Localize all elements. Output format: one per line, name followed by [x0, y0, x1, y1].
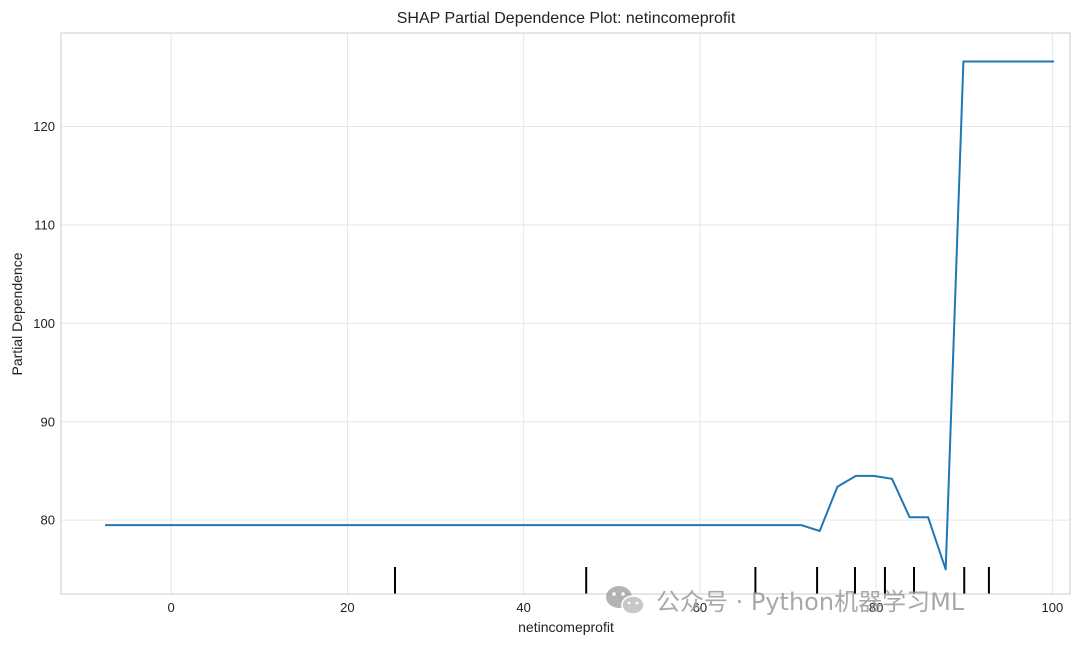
watermark: 公众号 · Python机器学习ML: [606, 586, 965, 616]
x-tick-label: 20: [340, 600, 354, 615]
y-tick-label: 110: [34, 217, 55, 232]
series-line: [105, 60, 1055, 571]
y-tick-label: 100: [33, 316, 55, 331]
chart-title: SHAP Partial Dependence Plot: netincomep…: [397, 10, 736, 27]
watermark-text: 公众号 · Python机器学习ML: [656, 588, 965, 616]
x-tick-label: 80: [869, 600, 883, 615]
y-tick-label: 90: [41, 414, 55, 429]
y-axis-label: Partial Dependence: [9, 252, 25, 375]
y-tick-label: 120: [33, 119, 55, 134]
plot-frame: [60, 32, 1071, 595]
wechat-icon: [606, 586, 645, 615]
y-axis: 80 90 100 110 120: [33, 119, 55, 528]
rug-marks: [393, 567, 990, 594]
x-tick-label: 40: [516, 600, 530, 615]
x-tick-label: 100: [1042, 600, 1064, 615]
x-tick-label: 0: [168, 600, 175, 615]
grid: [61, 33, 1070, 594]
x-tick-label: 60: [693, 600, 707, 615]
x-axis: 0 20 40 60 80 100: [168, 600, 1064, 615]
y-tick-label: 80: [41, 513, 55, 528]
x-axis-label: netincomeprofit: [518, 619, 614, 635]
